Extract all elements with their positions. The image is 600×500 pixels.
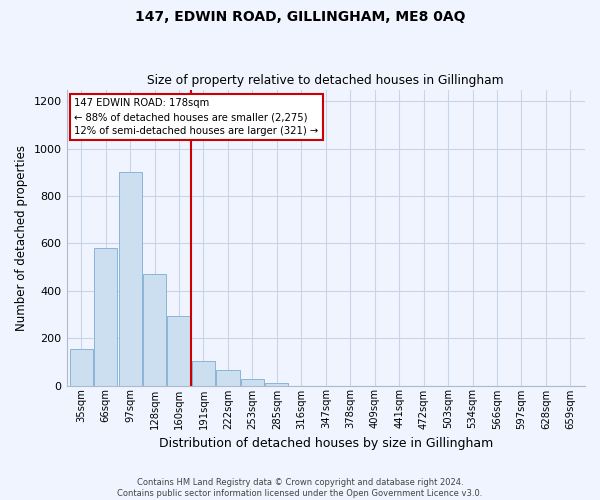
Title: Size of property relative to detached houses in Gillingham: Size of property relative to detached ho… [148,74,504,87]
Bar [143,274,166,386]
Bar [217,370,239,386]
X-axis label: Distribution of detached houses by size in Gillingham: Distribution of detached houses by size … [158,437,493,450]
Bar [265,382,289,386]
Bar [70,349,93,386]
Bar [241,379,264,386]
Y-axis label: Number of detached properties: Number of detached properties [15,144,28,330]
Bar [192,360,215,386]
Text: 147, EDWIN ROAD, GILLINGHAM, ME8 0AQ: 147, EDWIN ROAD, GILLINGHAM, ME8 0AQ [135,10,465,24]
Text: Contains HM Land Registry data © Crown copyright and database right 2024.
Contai: Contains HM Land Registry data © Crown c… [118,478,482,498]
Bar [167,316,191,386]
Text: 147 EDWIN ROAD: 178sqm
← 88% of detached houses are smaller (2,275)
12% of semi-: 147 EDWIN ROAD: 178sqm ← 88% of detached… [74,98,319,136]
Bar [94,248,117,386]
Bar [119,172,142,386]
